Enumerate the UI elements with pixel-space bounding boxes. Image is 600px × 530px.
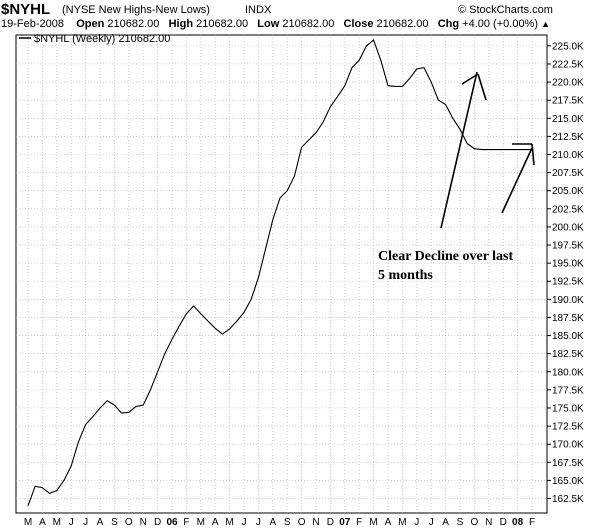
close-value: 210682.00 xyxy=(376,18,429,30)
y-tick-label: 192.5K xyxy=(552,277,584,288)
y-tick-label: 187.5K xyxy=(552,313,584,324)
y-tick-label: 162.5K xyxy=(552,494,584,505)
y-tick-label: 202.5K xyxy=(552,204,584,215)
y-tick-label: 172.5K xyxy=(552,422,584,433)
x-tick-label: M xyxy=(225,517,233,528)
y-tick-label: 222.5K xyxy=(552,59,584,70)
index-full-name: (NYSE New Highs-New Lows) xyxy=(62,4,210,16)
y-tick-label: 177.5K xyxy=(552,385,584,396)
annotation-line-2: 5 months xyxy=(378,268,433,283)
x-tick-label: A xyxy=(442,517,449,528)
y-tick-label: 167.5K xyxy=(552,458,584,469)
arrow-1-head xyxy=(461,73,479,85)
close-label: Close xyxy=(343,18,374,30)
legend: $NYHL (Weekly) 210682.00 xyxy=(19,33,170,45)
quote-date: 19-Feb-2008 xyxy=(1,18,64,30)
y-tick-label: 195.0K xyxy=(552,259,584,270)
x-tick-label: M xyxy=(398,517,406,528)
x-tick-label: A xyxy=(39,517,46,528)
y-tick-label: 207.5K xyxy=(552,168,584,179)
x-tick-label: J xyxy=(414,517,419,528)
y-tick-label: 190.0K xyxy=(552,295,584,306)
triangle-up-icon: ▲ xyxy=(541,19,550,29)
x-axis-ticks: M A M J J A S O N D 06 F M A M J J A S O N D 07 F M A M J J A S O N D 08 F xyxy=(24,517,535,528)
legend-label: $NYHL (Weekly) 210682.00 xyxy=(34,33,170,45)
high-label: High xyxy=(168,18,194,30)
x-tick-label: O xyxy=(471,517,479,528)
x-tick-label: A xyxy=(385,517,392,528)
y-tick-label: 215.0K xyxy=(552,114,584,125)
open-value: 210682.00 xyxy=(107,18,160,30)
y-tick-label: 217.5K xyxy=(552,96,584,107)
low-label: Low xyxy=(257,18,280,30)
arrow-1-shaft xyxy=(440,71,478,229)
x-tick-label: J xyxy=(83,517,88,528)
y-tick-label: 185.0K xyxy=(552,331,584,342)
x-tick-label: N xyxy=(140,517,147,528)
x-tick-label: S xyxy=(111,517,118,528)
y-tick-label: 205.0K xyxy=(552,186,584,197)
y-tick-label: 180.0K xyxy=(552,367,584,378)
x-tick-label: J xyxy=(429,517,434,528)
grid-lines xyxy=(16,35,547,513)
brand-watermark: © StockCharts.com xyxy=(458,4,553,16)
chg-label: Chg xyxy=(437,18,460,30)
x-tick-label: O xyxy=(125,517,133,528)
y-tick-label: 175.0K xyxy=(552,403,584,414)
y-axis-ticks: 162.5K 165.0K 167.5K 170.0K 172.5K 175.0K 177.… xyxy=(547,41,584,505)
arrow-1-head-b xyxy=(477,73,487,101)
y-tick-label: 200.0K xyxy=(552,222,584,233)
y-tick-label: 212.5K xyxy=(552,132,584,143)
x-tick-label: J xyxy=(242,517,247,528)
annotation-arrows xyxy=(440,71,535,229)
x-tick-label: S xyxy=(457,517,464,528)
x-tick-label: D xyxy=(500,517,507,528)
y-tick-label: 165.0K xyxy=(552,476,584,487)
y-tick-label: 182.5K xyxy=(552,349,584,360)
x-tick-label: 07 xyxy=(339,517,351,528)
plot-area xyxy=(15,34,548,514)
low-value: 210682.00 xyxy=(282,18,335,30)
series-line xyxy=(27,39,534,506)
x-tick-label: A xyxy=(97,517,104,528)
quote-line: 19-Feb-2008 Open 210682.00 High 210682.0… xyxy=(1,18,550,30)
x-tick-label: N xyxy=(312,517,319,528)
x-tick-label: S xyxy=(284,517,291,528)
y-tick-label: 170.0K xyxy=(552,440,584,451)
y-tick-label: 225.0K xyxy=(552,41,584,52)
x-tick-label: J xyxy=(69,517,74,528)
chg-value: +4.00 (+0.00%) xyxy=(462,18,539,30)
arrow-2-head-b xyxy=(531,143,535,166)
x-tick-label: M xyxy=(53,517,61,528)
y-tick-label: 197.5K xyxy=(552,241,584,252)
symbol-title: $NYHL xyxy=(1,1,51,18)
open-label: Open xyxy=(76,18,105,30)
x-tick-label: M xyxy=(369,517,377,528)
high-value: 210682.00 xyxy=(196,18,249,30)
x-tick-label: 08 xyxy=(512,517,524,528)
x-tick-label: A xyxy=(269,517,276,528)
x-tick-label: F xyxy=(183,517,189,528)
annotation-line-1: Clear Decline over last xyxy=(378,249,514,264)
x-tick-label: M xyxy=(197,517,205,528)
x-tick-label: J xyxy=(256,517,261,528)
x-tick-label: O xyxy=(298,517,306,528)
x-tick-label: F xyxy=(356,517,362,528)
exchange-label: INDX xyxy=(245,4,272,16)
x-tick-label: D xyxy=(154,517,161,528)
x-tick-label: 06 xyxy=(166,517,178,528)
x-tick-label: M xyxy=(24,517,32,528)
x-tick-label: D xyxy=(327,517,334,528)
x-tick-label: F xyxy=(529,517,535,528)
y-tick-label: 220.0K xyxy=(552,78,584,89)
x-tick-label: A xyxy=(212,517,219,528)
x-tick-label: N xyxy=(485,517,492,528)
y-tick-label: 210.0K xyxy=(552,150,584,161)
arrow-2-shaft xyxy=(501,147,533,214)
